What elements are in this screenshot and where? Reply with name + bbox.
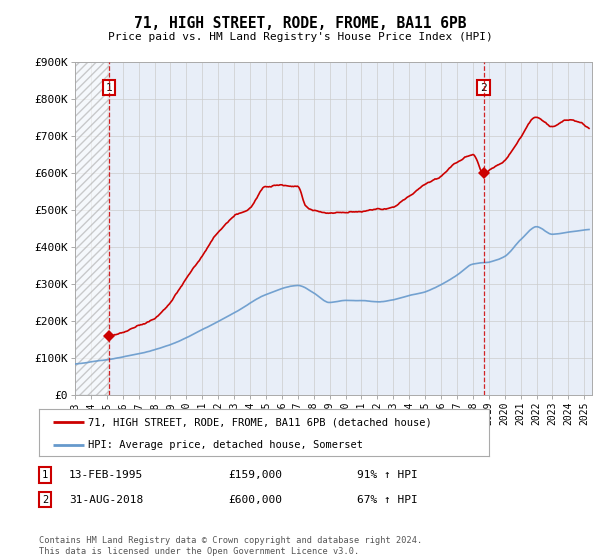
Text: £159,000: £159,000 <box>228 470 282 480</box>
Text: 31-AUG-2018: 31-AUG-2018 <box>69 494 143 505</box>
Text: 2: 2 <box>42 494 48 505</box>
Bar <box>75 62 109 395</box>
Text: 1: 1 <box>106 82 112 92</box>
Text: HPI: Average price, detached house, Somerset: HPI: Average price, detached house, Some… <box>89 440 364 450</box>
Text: 71, HIGH STREET, RODE, FROME, BA11 6PB (detached house): 71, HIGH STREET, RODE, FROME, BA11 6PB (… <box>89 417 432 427</box>
Text: 71, HIGH STREET, RODE, FROME, BA11 6PB: 71, HIGH STREET, RODE, FROME, BA11 6PB <box>134 16 466 31</box>
Text: 13-FEB-1995: 13-FEB-1995 <box>69 470 143 480</box>
Text: £600,000: £600,000 <box>228 494 282 505</box>
Text: 91% ↑ HPI: 91% ↑ HPI <box>357 470 418 480</box>
Text: 67% ↑ HPI: 67% ↑ HPI <box>357 494 418 505</box>
Text: Contains HM Land Registry data © Crown copyright and database right 2024.
This d: Contains HM Land Registry data © Crown c… <box>39 536 422 556</box>
Text: Price paid vs. HM Land Registry's House Price Index (HPI): Price paid vs. HM Land Registry's House … <box>107 32 493 42</box>
Text: 2: 2 <box>480 82 487 92</box>
Text: 1: 1 <box>42 470 48 480</box>
